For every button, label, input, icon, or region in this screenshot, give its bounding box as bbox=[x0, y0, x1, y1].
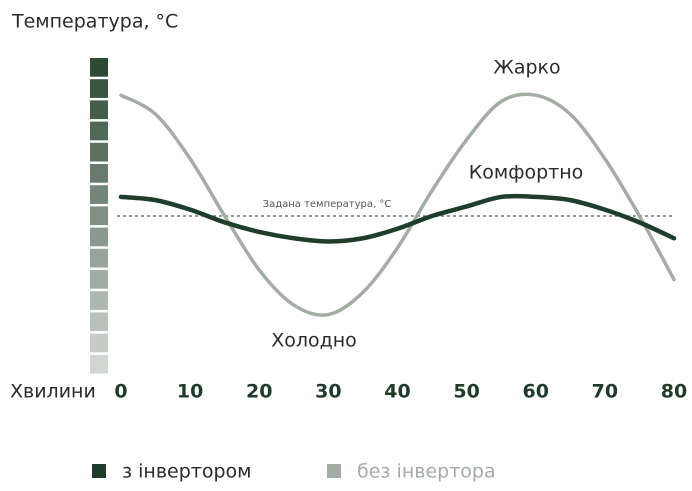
annotation: Холодно bbox=[271, 330, 357, 352]
annotation: Жарко bbox=[493, 57, 560, 79]
legend-label: без інвертора bbox=[357, 461, 496, 483]
reference-label: Задана температура, °C bbox=[263, 199, 392, 210]
legend-swatch bbox=[327, 464, 341, 478]
x-axis-label: Хвилини bbox=[10, 381, 96, 403]
legend-label: з інвертором bbox=[122, 461, 252, 483]
x-tick-label: 0 bbox=[114, 381, 127, 403]
scale-swatch bbox=[90, 333, 108, 353]
x-tick-label: 20 bbox=[246, 381, 272, 403]
scale-swatch bbox=[90, 100, 108, 120]
scale-swatch bbox=[90, 58, 108, 77]
scale-swatch bbox=[90, 164, 108, 183]
scale-swatch bbox=[90, 354, 108, 374]
x-tick-label: 70 bbox=[592, 381, 618, 403]
scale-swatch bbox=[90, 248, 108, 268]
scale-swatch bbox=[90, 206, 108, 226]
x-tick-label: 10 bbox=[177, 381, 203, 403]
scale-swatch bbox=[90, 142, 108, 162]
scale-swatch bbox=[90, 79, 108, 98]
scale-swatch bbox=[90, 291, 108, 310]
y-axis-title: Температура, °C bbox=[11, 11, 178, 33]
scale-swatch bbox=[90, 270, 108, 289]
x-tick-label: 80 bbox=[661, 381, 687, 403]
series-line bbox=[118, 193, 677, 244]
x-tick-label: 30 bbox=[315, 381, 341, 403]
scale-swatch bbox=[90, 121, 108, 141]
x-tick-label: 50 bbox=[453, 381, 479, 403]
x-tick-label: 60 bbox=[523, 381, 549, 403]
scale-swatch bbox=[90, 312, 108, 332]
scale-swatch bbox=[90, 227, 108, 247]
x-tick-label: 40 bbox=[384, 381, 410, 403]
series-line bbox=[119, 92, 676, 317]
legend-swatch bbox=[92, 464, 106, 478]
annotation: Комфортно bbox=[469, 162, 584, 184]
scale-swatch bbox=[90, 185, 108, 204]
